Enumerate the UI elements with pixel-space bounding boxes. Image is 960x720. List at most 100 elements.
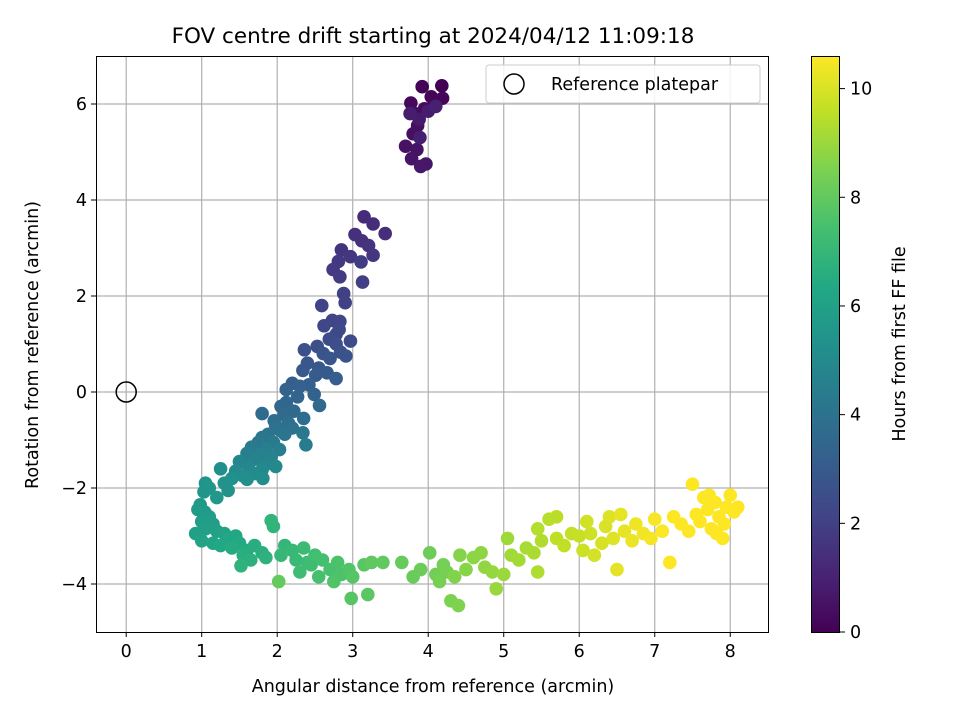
x-tick-label: 7 — [649, 642, 660, 662]
data-point — [297, 342, 312, 357]
data-point — [213, 462, 228, 476]
data-point — [453, 548, 467, 562]
data-point — [338, 295, 352, 310]
data-point — [709, 526, 724, 541]
x-ticks: 0 1 2 3 4 5 6 7 8 — [121, 632, 736, 662]
data-point — [225, 541, 239, 555]
data-point — [327, 574, 341, 589]
data-point — [583, 526, 598, 541]
data-point — [485, 565, 500, 579]
data-point — [435, 78, 449, 93]
data-point — [644, 531, 658, 546]
data-point — [415, 79, 429, 94]
data-point — [312, 398, 327, 413]
data-point — [194, 534, 209, 548]
data-point — [610, 562, 624, 577]
y-tick-label: 2 — [76, 287, 87, 307]
data-point — [296, 411, 311, 426]
data-point — [274, 548, 288, 562]
data-point — [366, 217, 380, 231]
data-point — [530, 522, 545, 536]
data-point — [289, 553, 303, 567]
data-point — [366, 248, 380, 262]
data-point — [277, 427, 292, 442]
data-point — [234, 558, 248, 573]
x-tick-label: 5 — [498, 642, 509, 662]
data-point — [202, 481, 217, 495]
data-point — [339, 349, 353, 363]
data-point — [602, 510, 617, 524]
data-point — [557, 538, 571, 553]
data-point — [378, 226, 392, 241]
data-point — [617, 524, 632, 538]
data-point — [376, 555, 390, 570]
data-points — [188, 78, 745, 613]
x-tick-label: 0 — [121, 642, 132, 662]
data-point — [394, 555, 409, 570]
legend-marker-reference — [503, 73, 525, 95]
data-point — [413, 130, 427, 145]
x-tick-label: 6 — [574, 642, 585, 662]
colorbar-tick-label: 10 — [850, 80, 872, 100]
data-point — [398, 139, 413, 154]
data-point — [293, 379, 307, 394]
y-tick-label: −4 — [61, 575, 87, 595]
data-point — [330, 555, 345, 570]
reference-point-marker — [115, 381, 137, 403]
data-point — [413, 562, 428, 577]
data-point — [534, 534, 549, 548]
data-point — [549, 510, 564, 524]
data-point — [451, 598, 466, 613]
data-point — [271, 574, 286, 589]
data-point — [606, 531, 621, 546]
data-point — [403, 106, 417, 121]
x-tick-label: 1 — [196, 642, 207, 662]
plot-frame — [96, 56, 769, 633]
data-point — [268, 459, 283, 474]
colorbar-ticks: 0 2 4 6 8 10 — [840, 80, 872, 643]
data-point — [296, 541, 311, 555]
legend-box — [485, 64, 761, 104]
data-point — [413, 159, 428, 174]
data-point — [613, 507, 628, 522]
data-point — [647, 512, 662, 526]
data-point — [354, 255, 368, 269]
data-point — [530, 565, 545, 579]
data-point — [307, 387, 322, 402]
x-tick-label: 3 — [347, 642, 358, 662]
data-point — [579, 514, 594, 529]
data-point — [432, 574, 447, 589]
data-point — [191, 502, 205, 517]
data-point — [496, 567, 511, 582]
data-point — [308, 368, 323, 383]
data-point — [296, 426, 310, 440]
x-tick-label: 8 — [725, 642, 736, 662]
x-axis-label: Angular distance from reference (arcmin) — [252, 677, 615, 697]
y-tick-label: −2 — [61, 479, 87, 499]
colorbar-frame — [811, 56, 840, 633]
legend: Reference platepar — [485, 64, 761, 104]
data-point — [243, 553, 258, 567]
data-point — [323, 351, 337, 366]
data-point — [315, 553, 330, 567]
data-point — [685, 477, 700, 491]
y-axis-label: Rotation from reference (arcmin) — [23, 201, 43, 489]
data-point — [345, 570, 360, 584]
y-tick-label: 0 — [76, 383, 87, 403]
data-point — [333, 270, 347, 284]
data-point — [213, 538, 228, 553]
colorbar: 0 2 4 6 8 10 Hours from first FF file — [811, 56, 910, 643]
data-point — [428, 99, 443, 114]
data-point — [404, 151, 419, 166]
data-point — [343, 249, 358, 264]
data-point — [290, 390, 305, 404]
data-point — [447, 570, 462, 584]
colorbar-label: Hours from first FF file — [890, 246, 910, 441]
x-tick-label: 2 — [272, 642, 283, 662]
data-point — [512, 553, 526, 567]
data-point — [595, 536, 609, 550]
data-point — [500, 531, 515, 546]
data-point — [311, 570, 326, 584]
